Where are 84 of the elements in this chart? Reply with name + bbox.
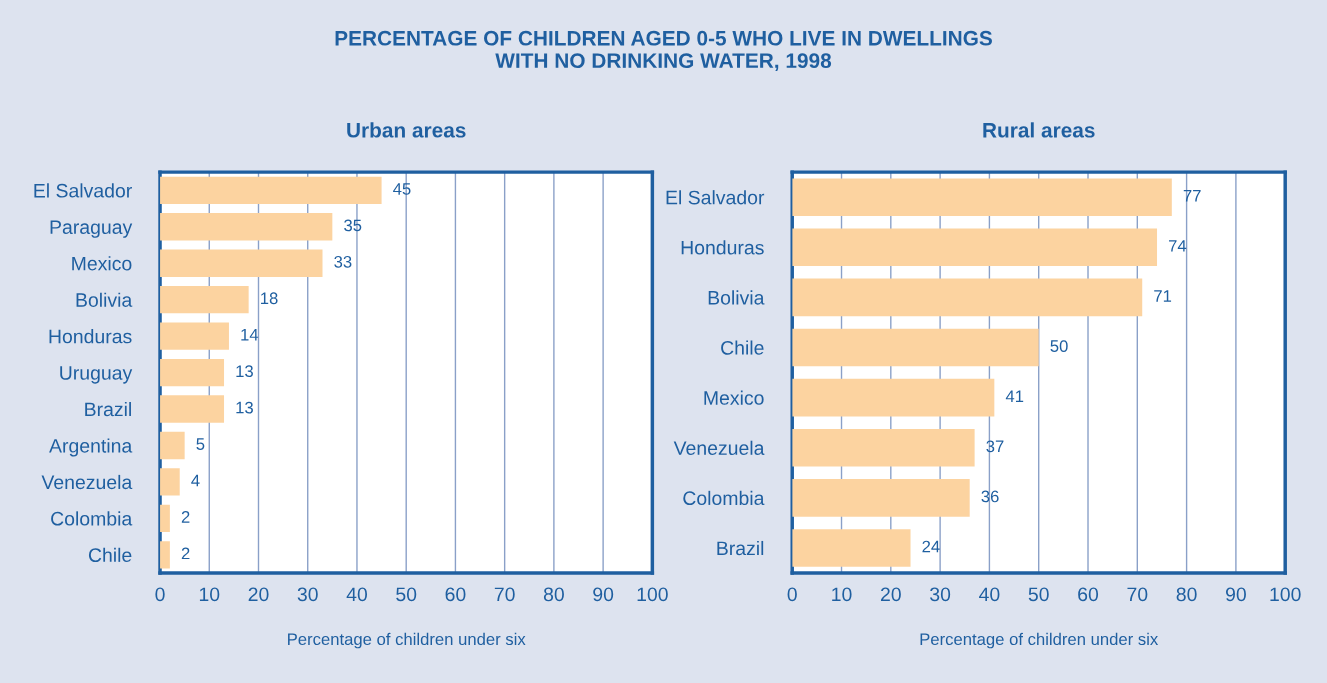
bar xyxy=(792,228,1158,267)
data-label: 18 xyxy=(261,292,278,305)
bar xyxy=(792,378,995,417)
bar xyxy=(792,178,1172,216)
x-tick-label: 100 xyxy=(637,587,668,602)
y-tick-label: Chile xyxy=(88,547,132,563)
bar xyxy=(160,504,170,533)
y-tick-label: Paraguay xyxy=(50,220,133,238)
x-tick-label: 10 xyxy=(832,587,852,602)
chart-title: Rural areas xyxy=(983,122,1095,138)
y-tick-label: Mexico xyxy=(72,256,132,271)
y-tick-label: Brazil xyxy=(717,540,764,556)
x-tick-label: 90 xyxy=(593,587,614,602)
x-tick-label: 50 xyxy=(396,587,417,602)
data-label: 50 xyxy=(1050,340,1068,352)
data-label: 37 xyxy=(986,440,1004,453)
y-tick-label: Venezuela xyxy=(41,474,133,490)
data-label: 14 xyxy=(241,328,259,341)
y-tick-label: Uruguay xyxy=(60,366,133,384)
x-tick-label: 60 xyxy=(1078,587,1099,602)
x-tick-label: 30 xyxy=(930,587,951,602)
bar xyxy=(160,322,229,350)
x-tick-label: 90 xyxy=(1226,587,1246,602)
x-tick-label: 10 xyxy=(199,587,220,602)
bar xyxy=(792,278,1143,317)
y-tick-label: Honduras xyxy=(49,329,132,344)
bar xyxy=(160,176,382,205)
data-label: 5 xyxy=(196,438,205,450)
bar xyxy=(160,286,249,314)
x-tick-label: 40 xyxy=(346,587,368,602)
data-label: 4 xyxy=(191,474,200,487)
bar xyxy=(160,468,180,496)
data-label: 2 xyxy=(181,511,190,523)
data-label: 13 xyxy=(236,401,253,414)
data-label: 13 xyxy=(236,365,253,378)
bar xyxy=(160,431,185,460)
x-tick-label: 100 xyxy=(1270,587,1301,602)
x-axis-title: Percentage of children under six xyxy=(920,632,1159,649)
data-label: 36 xyxy=(981,490,999,503)
bar xyxy=(160,395,225,423)
data-label: 24 xyxy=(922,540,940,553)
y-tick-label: Brazil xyxy=(85,401,131,417)
x-tick-label: 60 xyxy=(445,587,466,602)
x-axis-title: Percentage of children under six xyxy=(288,632,526,649)
y-tick-label: El Salvador xyxy=(666,190,765,205)
y-tick-label: Venezuela xyxy=(673,440,765,455)
data-label: 74 xyxy=(1168,240,1187,252)
x-tick-label: 0 xyxy=(155,587,165,602)
x-tick-label: 80 xyxy=(543,587,564,602)
bar xyxy=(792,328,1039,367)
bar xyxy=(160,358,225,387)
x-tick-label: 20 xyxy=(880,587,901,602)
x-tick-label: 70 xyxy=(494,587,515,602)
x-tick-label: 30 xyxy=(297,587,318,602)
y-tick-label: El Salvador xyxy=(34,183,132,198)
y-tick-label: Bolivia xyxy=(76,292,133,307)
y-tick-label: Colombia xyxy=(683,490,765,506)
x-tick-label: 50 xyxy=(1028,587,1049,602)
y-tick-label: Colombia xyxy=(51,511,133,526)
x-tick-label: 40 xyxy=(979,587,1000,602)
bar xyxy=(792,428,975,467)
bar xyxy=(160,213,333,241)
chart-title: Urban areas xyxy=(347,122,466,138)
bar xyxy=(160,249,323,277)
x-tick-label: 20 xyxy=(248,587,269,602)
data-label: 77 xyxy=(1183,190,1201,202)
y-tick-label: Argentina xyxy=(49,438,133,457)
bar xyxy=(792,529,911,567)
x-tick-label: 80 xyxy=(1176,587,1197,602)
bar xyxy=(160,541,170,569)
y-tick-label: Mexico xyxy=(704,390,764,405)
bar xyxy=(792,479,970,517)
data-label: 45 xyxy=(393,183,411,195)
data-label: 2 xyxy=(181,547,190,560)
data-label: 41 xyxy=(1005,390,1024,402)
y-tick-label: Chile xyxy=(721,340,764,355)
x-tick-label: 70 xyxy=(1127,587,1148,602)
x-tick-label: 0 xyxy=(787,587,797,602)
data-label: 71 xyxy=(1154,290,1172,302)
y-tick-label: Honduras xyxy=(681,240,764,255)
y-tick-label: Bolivia xyxy=(708,290,765,305)
data-label: 35 xyxy=(344,219,362,232)
text: PERCENTAGE OF CHILDREN AGED 0-5 WHO LIVE IN DWELLINGS WITH NO DRINKING WATER, 1998 xyxy=(335,30,992,72)
data-label: 33 xyxy=(334,255,352,268)
